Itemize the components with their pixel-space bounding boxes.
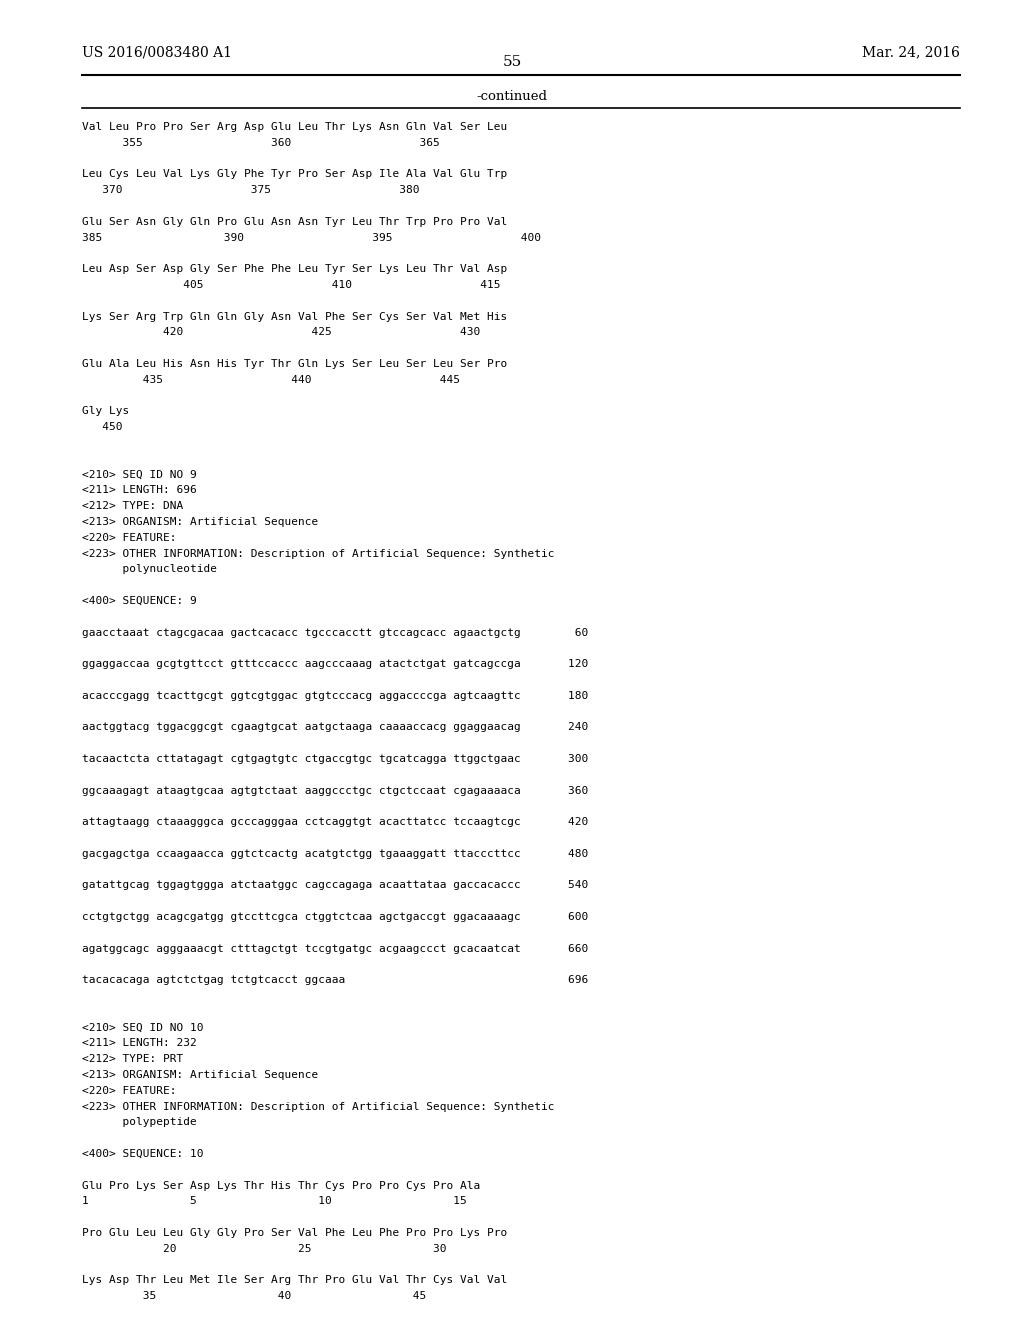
Text: -continued: -continued — [476, 90, 548, 103]
Text: gacgagctga ccaagaacca ggtctcactg acatgtctgg tgaaaggatt ttacccttcc       480: gacgagctga ccaagaacca ggtctcactg acatgtc… — [82, 849, 588, 859]
Text: 55: 55 — [503, 55, 521, 69]
Text: <220> FEATURE:: <220> FEATURE: — [82, 533, 176, 543]
Text: Gly Lys: Gly Lys — [82, 407, 129, 416]
Text: 405                   410                   415: 405 410 415 — [82, 280, 501, 290]
Text: Mar. 24, 2016: Mar. 24, 2016 — [862, 45, 961, 59]
Text: aactggtacg tggacggcgt cgaagtgcat aatgctaaga caaaaccacg ggaggaacag       240: aactggtacg tggacggcgt cgaagtgcat aatgcta… — [82, 722, 588, 733]
Text: agatggcagc agggaaacgt ctttagctgt tccgtgatgc acgaagccct gcacaatcat       660: agatggcagc agggaaacgt ctttagctgt tccgtga… — [82, 944, 588, 953]
Text: Glu Ala Leu His Asn His Tyr Thr Gln Lys Ser Leu Ser Leu Ser Pro: Glu Ala Leu His Asn His Tyr Thr Gln Lys … — [82, 359, 507, 370]
Text: ggaggaccaa gcgtgttcct gtttccaccc aagcccaaag atactctgat gatcagccga       120: ggaggaccaa gcgtgttcct gtttccaccc aagccca… — [82, 659, 588, 669]
Text: gaacctaaat ctagcgacaa gactcacacc tgcccacctt gtccagcacc agaactgctg        60: gaacctaaat ctagcgacaa gactcacacc tgcccac… — [82, 627, 588, 638]
Text: attagtaagg ctaaagggca gcccagggaa cctcaggtgt acacttatcc tccaagtcgc       420: attagtaagg ctaaagggca gcccagggaa cctcagg… — [82, 817, 588, 828]
Text: <211> LENGTH: 696: <211> LENGTH: 696 — [82, 486, 197, 495]
Text: Val Leu Pro Pro Ser Arg Asp Glu Leu Thr Lys Asn Gln Val Ser Leu: Val Leu Pro Pro Ser Arg Asp Glu Leu Thr … — [82, 121, 507, 132]
Text: Lys Ser Arg Trp Gln Gln Gly Asn Val Phe Ser Cys Ser Val Met His: Lys Ser Arg Trp Gln Gln Gly Asn Val Phe … — [82, 312, 507, 322]
Text: <400> SEQUENCE: 9: <400> SEQUENCE: 9 — [82, 597, 197, 606]
Text: 20                  25                  30: 20 25 30 — [82, 1243, 446, 1254]
Text: <213> ORGANISM: Artificial Sequence: <213> ORGANISM: Artificial Sequence — [82, 517, 318, 527]
Text: <210> SEQ ID NO 10: <210> SEQ ID NO 10 — [82, 1023, 204, 1032]
Text: <210> SEQ ID NO 9: <210> SEQ ID NO 9 — [82, 470, 197, 479]
Text: Glu Pro Lys Ser Asp Lys Thr His Thr Cys Pro Pro Cys Pro Ala: Glu Pro Lys Ser Asp Lys Thr His Thr Cys … — [82, 1180, 480, 1191]
Text: <400> SEQUENCE: 10: <400> SEQUENCE: 10 — [82, 1148, 204, 1159]
Text: <212> TYPE: DNA: <212> TYPE: DNA — [82, 502, 183, 511]
Text: 355                   360                   365: 355 360 365 — [82, 137, 439, 148]
Text: 450: 450 — [82, 422, 123, 432]
Text: <212> TYPE: PRT: <212> TYPE: PRT — [82, 1055, 183, 1064]
Text: Leu Asp Ser Asp Gly Ser Phe Phe Leu Tyr Ser Lys Leu Thr Val Asp: Leu Asp Ser Asp Gly Ser Phe Phe Leu Tyr … — [82, 264, 507, 275]
Text: 370                   375                   380: 370 375 380 — [82, 185, 420, 195]
Text: acacccgagg tcacttgcgt ggtcgtggac gtgtcccacg aggaccccga agtcaagttc       180: acacccgagg tcacttgcgt ggtcgtggac gtgtccc… — [82, 690, 588, 701]
Text: ggcaaagagt ataagtgcaa agtgtctaat aaggccctgc ctgctccaat cgagaaaaca       360: ggcaaagagt ataagtgcaa agtgtctaat aaggccc… — [82, 785, 588, 796]
Text: <223> OTHER INFORMATION: Description of Artificial Sequence: Synthetic: <223> OTHER INFORMATION: Description of … — [82, 549, 555, 558]
Text: <211> LENGTH: 232: <211> LENGTH: 232 — [82, 1039, 197, 1048]
Text: <220> FEATURE:: <220> FEATURE: — [82, 1086, 176, 1096]
Text: Glu Ser Asn Gly Gln Pro Glu Asn Asn Tyr Leu Thr Trp Pro Pro Val: Glu Ser Asn Gly Gln Pro Glu Asn Asn Tyr … — [82, 216, 507, 227]
Text: <213> ORGANISM: Artificial Sequence: <213> ORGANISM: Artificial Sequence — [82, 1071, 318, 1080]
Text: 385                  390                   395                   400: 385 390 395 400 — [82, 232, 541, 243]
Text: tacacacaga agtctctgag tctgtcacct ggcaaa                                 696: tacacacaga agtctctgag tctgtcacct ggcaaa … — [82, 975, 588, 985]
Text: polynucleotide: polynucleotide — [82, 565, 217, 574]
Text: US 2016/0083480 A1: US 2016/0083480 A1 — [82, 45, 232, 59]
Text: cctgtgctgg acagcgatgg gtccttcgca ctggtctcaa agctgaccgt ggacaaaagc       600: cctgtgctgg acagcgatgg gtccttcgca ctggtct… — [82, 912, 588, 921]
Text: 35                  40                  45: 35 40 45 — [82, 1291, 426, 1302]
Text: 420                   425                   430: 420 425 430 — [82, 327, 480, 338]
Text: 435                   440                   445: 435 440 445 — [82, 375, 460, 385]
Text: 1               5                  10                  15: 1 5 10 15 — [82, 1196, 467, 1206]
Text: <223> OTHER INFORMATION: Description of Artificial Sequence: Synthetic: <223> OTHER INFORMATION: Description of … — [82, 1102, 555, 1111]
Text: Pro Glu Leu Leu Gly Gly Pro Ser Val Phe Leu Phe Pro Pro Lys Pro: Pro Glu Leu Leu Gly Gly Pro Ser Val Phe … — [82, 1228, 507, 1238]
Text: polypeptide: polypeptide — [82, 1118, 197, 1127]
Text: Lys Asp Thr Leu Met Ile Ser Arg Thr Pro Glu Val Thr Cys Val Val: Lys Asp Thr Leu Met Ile Ser Arg Thr Pro … — [82, 1275, 507, 1286]
Text: tacaactcta cttatagagt cgtgagtgtc ctgaccgtgc tgcatcagga ttggctgaac       300: tacaactcta cttatagagt cgtgagtgtc ctgaccg… — [82, 754, 588, 764]
Text: gatattgcag tggagtggga atctaatggc cagccagaga acaattataa gaccacaccc       540: gatattgcag tggagtggga atctaatggc cagccag… — [82, 880, 588, 891]
Text: Leu Cys Leu Val Lys Gly Phe Tyr Pro Ser Asp Ile Ala Val Glu Trp: Leu Cys Leu Val Lys Gly Phe Tyr Pro Ser … — [82, 169, 507, 180]
